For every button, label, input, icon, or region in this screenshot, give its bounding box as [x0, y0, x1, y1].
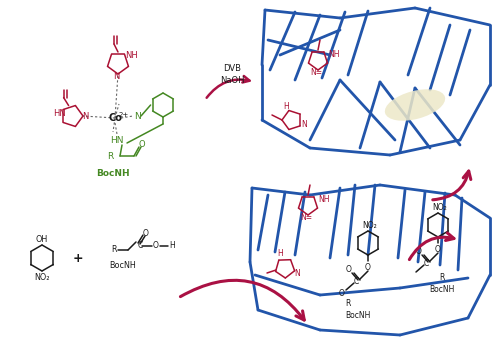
Text: BocNH: BocNH [430, 285, 454, 294]
Text: R: R [346, 299, 350, 308]
Text: N=: N= [310, 68, 322, 77]
Text: OH: OH [36, 234, 48, 243]
Text: BocNH: BocNH [346, 310, 370, 319]
Text: O: O [365, 262, 371, 271]
Text: O: O [416, 247, 422, 256]
Text: +: + [72, 252, 84, 265]
Text: R: R [112, 246, 117, 255]
Text: C: C [424, 260, 428, 268]
Ellipse shape [385, 89, 445, 121]
Text: N: N [113, 72, 119, 81]
Text: H: H [283, 102, 289, 111]
Text: HN: HN [110, 135, 124, 145]
Text: O: O [435, 245, 441, 253]
Text: O: O [138, 140, 145, 149]
Text: NaOH: NaOH [220, 76, 244, 84]
Text: BocNH: BocNH [96, 169, 130, 178]
Text: N: N [301, 120, 307, 129]
Text: 2+: 2+ [119, 112, 129, 118]
Text: NH: NH [328, 49, 340, 58]
Text: O: O [339, 290, 345, 299]
Text: O: O [143, 228, 149, 237]
Text: N: N [134, 111, 140, 121]
Text: HN: HN [52, 108, 66, 117]
Text: Co: Co [108, 113, 122, 123]
Text: DVB: DVB [223, 63, 241, 73]
Text: NO₂: NO₂ [432, 203, 448, 212]
Text: O: O [153, 242, 159, 251]
Text: NO₂: NO₂ [34, 272, 50, 281]
Text: C: C [354, 277, 358, 286]
Text: BocNH: BocNH [110, 261, 136, 271]
Text: NH: NH [124, 50, 138, 59]
Text: N: N [294, 268, 300, 277]
Text: NH: NH [318, 194, 330, 203]
Text: N: N [82, 111, 88, 121]
Text: NO₂: NO₂ [362, 221, 378, 229]
Text: H: H [169, 242, 175, 251]
Text: R: R [107, 151, 113, 160]
Text: C: C [138, 241, 142, 250]
Text: N=: N= [300, 213, 312, 222]
Text: H: H [277, 250, 283, 258]
Text: O: O [346, 266, 352, 275]
Text: R: R [440, 272, 444, 281]
